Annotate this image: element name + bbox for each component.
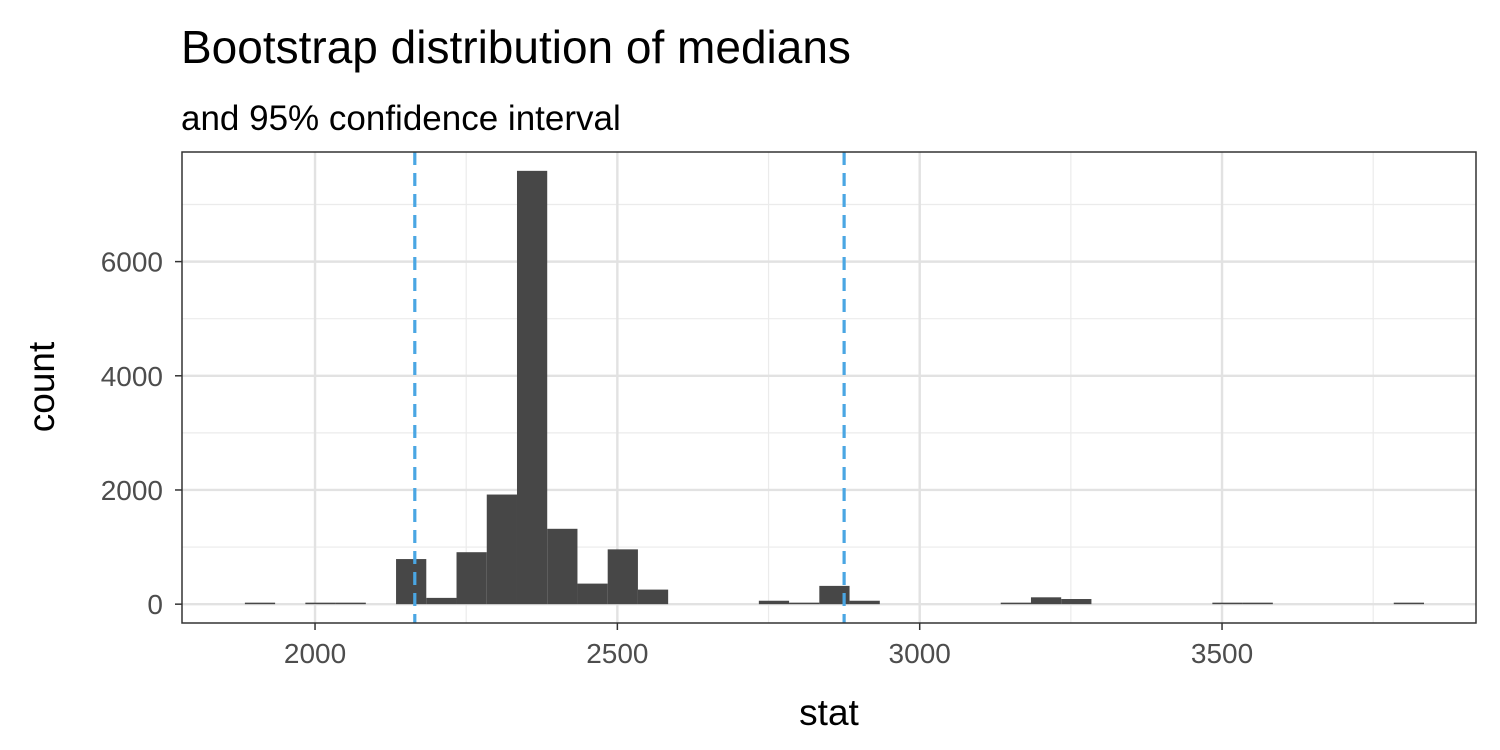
chart-subtitle: and 95% confidence interval [181, 99, 621, 138]
histogram-bar [607, 549, 638, 605]
histogram-bar [577, 583, 608, 605]
x-tick-label: 3500 [1191, 638, 1253, 669]
histogram-bar [486, 494, 517, 605]
x-tick-label: 2000 [284, 638, 346, 669]
histogram-bar [335, 602, 366, 605]
plot-panel-border [181, 151, 1477, 624]
histogram-bar [637, 589, 669, 605]
grid-layer [182, 152, 1476, 623]
histogram-bar [305, 602, 336, 605]
chart-title: Bootstrap distribution of medians [181, 21, 851, 73]
histogram-bar [1393, 602, 1424, 605]
histogram-bar [819, 585, 850, 605]
histogram-bar [547, 528, 578, 605]
histogram-bar [396, 559, 427, 605]
bars-layer [244, 170, 1424, 605]
histogram-bar [244, 602, 276, 605]
histogram-bar [426, 597, 457, 605]
histogram-bar [1212, 602, 1243, 605]
histogram-bar [1242, 602, 1273, 605]
axes-layer: 2000 2500 3000 3500 0 2000 4000 6000 [101, 247, 1253, 669]
x-axis-title: stat [799, 692, 859, 733]
histogram-bar [1030, 597, 1062, 605]
histogram-bar [758, 600, 790, 605]
y-tick-label: 0 [147, 589, 163, 620]
confidence-interval-layer [413, 152, 846, 623]
y-axis-title: count [21, 341, 62, 432]
histogram-bar [1000, 602, 1031, 605]
x-tick-label: 2500 [586, 638, 648, 669]
y-tick-label: 2000 [101, 475, 163, 506]
y-tick-label: 4000 [101, 361, 163, 392]
plot-panel [182, 152, 1476, 623]
histogram-bar [849, 600, 880, 605]
x-tick-label: 3000 [889, 638, 951, 669]
histogram-bar [456, 552, 487, 605]
histogram-bar [789, 602, 820, 605]
histogram-bar [516, 170, 548, 605]
y-tick-label: 6000 [101, 247, 163, 278]
histogram-bar [1061, 599, 1092, 605]
